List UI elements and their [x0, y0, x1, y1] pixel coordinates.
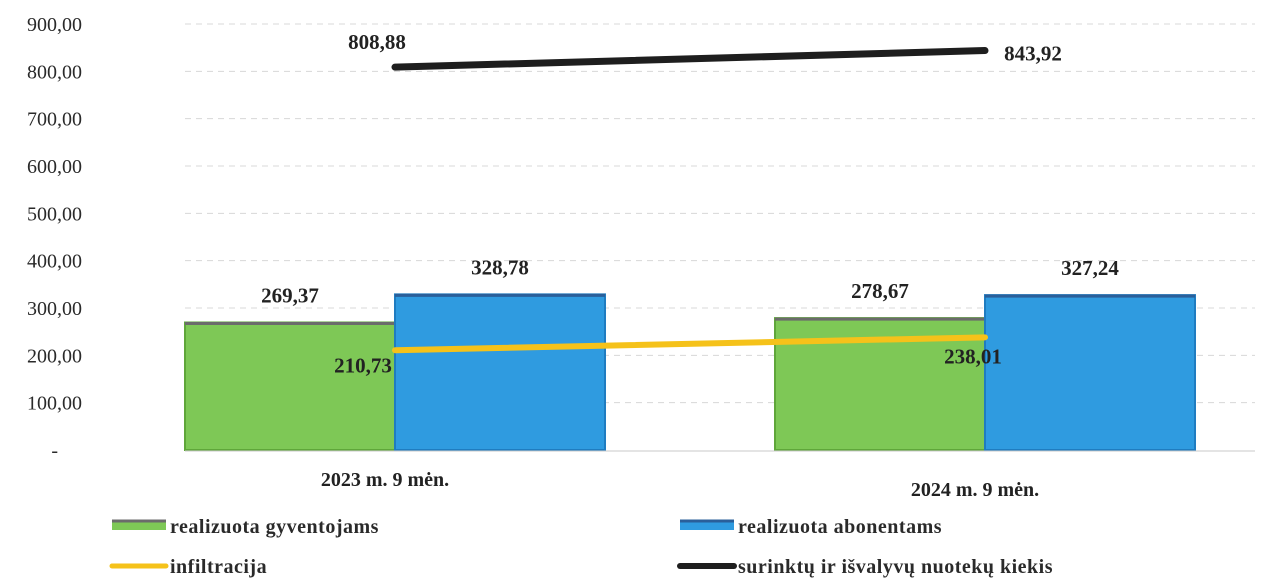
line-value-label: 238,01 [944, 344, 1002, 368]
bar-value-label: 328,78 [471, 255, 529, 279]
y-tick-label: 100,00 [27, 393, 82, 415]
y-tick-label: 500,00 [27, 203, 82, 225]
legend-item-realizuota-abonentams: realizuota abonentams [680, 516, 942, 538]
bar-realizuota-abonentams [984, 294, 1196, 452]
y-tick-label: 400,00 [27, 251, 82, 273]
bar-value-label: 327,24 [1061, 256, 1119, 280]
y-tick-label: 300,00 [27, 298, 82, 320]
bar-realizuota-abonentams [394, 293, 606, 451]
line-value-label: 808,88 [348, 30, 406, 54]
lines [391, 47, 989, 354]
legend-item-surinktu-ir-isvalyvu-nuoteku-kiekis: surinktų ir išvalyvų nuotekų kiekis [677, 556, 1053, 578]
bar-value-label: 269,37 [261, 283, 319, 307]
legend-swatch [112, 520, 166, 530]
bar-value-label: 278,67 [851, 279, 909, 303]
legend-item-realizuota-gyventojams: realizuota gyventojams [112, 516, 379, 538]
legend-label: realizuota abonentams [738, 516, 942, 538]
y-tick-label: 900,00 [27, 14, 82, 36]
legend-label: realizuota gyventojams [170, 516, 379, 538]
y-tick-label: 600,00 [27, 156, 82, 178]
x-axis: 2023 m. 9 mėn. 2024 m. 9 mėn. [185, 450, 1255, 501]
y-tick-label: - [51, 440, 58, 462]
y-axis: - 100,00 200,00 300,00 400,00 500,00 600,00 700… [27, 14, 82, 462]
y-tick-label: 200,00 [27, 345, 82, 367]
legend-label: infiltracija [170, 556, 267, 578]
line-value-label: 843,92 [1004, 42, 1062, 66]
data-labels: 269,37 278,67 328,78 327,24 210,73 238,01 808,… [261, 30, 1119, 377]
y-tick-label: 800,00 [27, 61, 82, 83]
line-value-label: 210,73 [334, 353, 392, 377]
y-tick-label: 700,00 [27, 109, 82, 131]
legend-swatch [680, 520, 734, 530]
bar-realizuota-gyventojams [184, 321, 396, 451]
line-infiltracija [392, 334, 988, 354]
legend-label: surinktų ir išvalyvų nuotekų kiekis [738, 556, 1053, 578]
x-category-label: 2023 m. 9 mėn. [321, 469, 449, 491]
legend: realizuota gyventojams realizuota abonent… [109, 516, 1053, 578]
x-category-label: 2024 m. 9 mėn. [911, 479, 1039, 501]
line-surinktu-ir-isvalyvu-nuoteku-kiekis [391, 47, 989, 71]
legend-item-infiltracija: infiltracija [109, 556, 267, 578]
